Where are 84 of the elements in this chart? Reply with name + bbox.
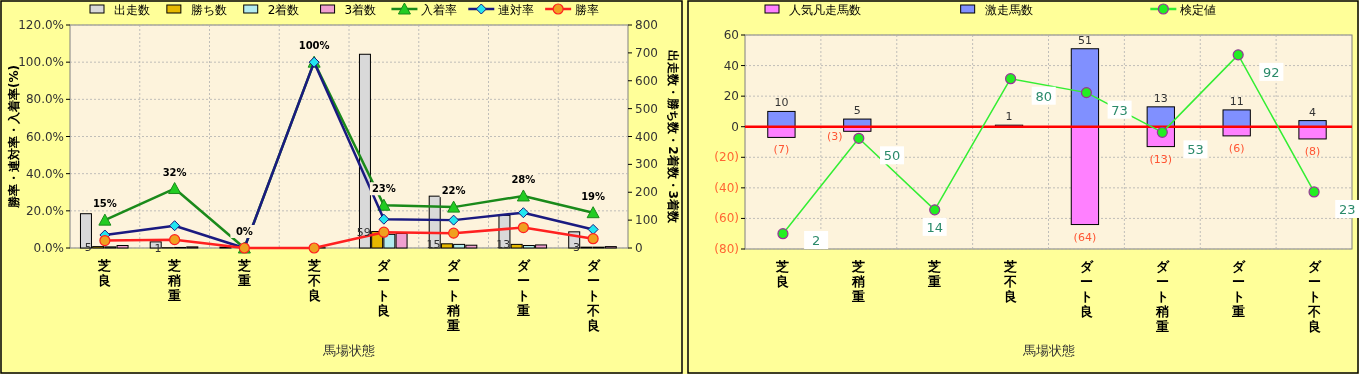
x-tick-label: 芝重 xyxy=(927,259,942,289)
y-tick-label: 120.0% xyxy=(18,18,64,32)
data-label: 22% xyxy=(441,185,466,197)
data-label: (3) xyxy=(827,130,843,144)
y2-tick-label: 500 xyxy=(635,101,658,116)
x-tick-label: ダート重 xyxy=(1230,259,1246,319)
data-label: 13 xyxy=(1153,91,1168,105)
data-label: 80 xyxy=(1035,88,1053,104)
y-tick-label: 40.0% xyxy=(25,166,64,181)
legend-label: 2着数 xyxy=(267,3,300,17)
data-label: (13) xyxy=(1149,152,1173,166)
y-tick-label: 20 xyxy=(723,89,739,104)
data-label: 2 xyxy=(811,233,821,248)
y2-tick-label: 600 xyxy=(635,73,658,88)
y-axis-title: 勝率・連対率・入着率(%) xyxy=(7,65,21,209)
y-tick-label: 20.0% xyxy=(25,203,64,218)
data-label: (8) xyxy=(1304,144,1321,158)
data-label: 5 xyxy=(853,104,861,118)
y2-axis-title: 出走数・勝ち数・2着数・3着数 xyxy=(666,50,680,224)
y-tick-label: 0 xyxy=(731,119,739,134)
legend-label: 出走数 xyxy=(114,3,150,17)
x-tick-label: ダート稍重 xyxy=(446,258,462,333)
data-label: (64) xyxy=(1073,230,1097,244)
data-label: (6) xyxy=(1228,141,1245,155)
y2-tick-label: 200 xyxy=(635,185,658,200)
data-label: 15% xyxy=(92,198,117,210)
data-label: (7) xyxy=(773,143,790,157)
data-label: 50 xyxy=(883,148,901,164)
y2-tick-label: 300 xyxy=(635,157,658,172)
legend-label: 勝ち数 xyxy=(190,3,227,17)
data-label: 19% xyxy=(581,190,606,202)
x-tick-label: 芝稍重 xyxy=(851,259,866,304)
y2-tick-label: 700 xyxy=(635,45,658,60)
y-tick-label: 80.0% xyxy=(25,92,64,107)
x-tick-label: ダート良 xyxy=(377,258,392,318)
y2-tick-label: 0 xyxy=(635,241,643,255)
data-label: 92 xyxy=(1263,64,1280,80)
x-tick-label: ダート重 xyxy=(515,258,531,318)
y-tick-label: (80) xyxy=(714,242,739,256)
y-tick-label: 60 xyxy=(723,28,739,42)
x-tick-label: 芝良 xyxy=(97,258,112,288)
data-label: 53 xyxy=(1187,142,1204,158)
x-tick-label: 芝不良 xyxy=(306,258,321,303)
data-label: 32% xyxy=(162,166,187,178)
data-label: 28% xyxy=(511,173,536,185)
data-label: 10 xyxy=(774,96,789,110)
y2-tick-label: 100 xyxy=(635,213,658,228)
legend-label: 人気凡走馬数 xyxy=(789,3,861,17)
legend-label: 3着数 xyxy=(344,3,377,17)
legend-label: 入着率 xyxy=(421,3,458,17)
data-label: 1 xyxy=(1005,110,1013,124)
legend-label: 激走馬数 xyxy=(984,3,1033,17)
data-label: 100% xyxy=(298,40,330,52)
x-tick-label: ダート良 xyxy=(1079,259,1094,319)
data-label: 0% xyxy=(235,226,253,237)
y-tick-label: (20) xyxy=(714,150,739,165)
x-axis-title: 馬場状態 xyxy=(1021,343,1075,358)
data-label: 11 xyxy=(1229,94,1244,108)
x-tick-label: 芝稍重 xyxy=(167,258,182,303)
y-tick-label: 60.0% xyxy=(25,129,64,144)
x-tick-label: ダート不良 xyxy=(585,258,601,333)
x-tick-label: ダート稍重 xyxy=(1154,259,1170,334)
legend-label: 連対率 xyxy=(498,3,535,17)
y2-tick-label: 800 xyxy=(635,18,658,32)
data-label: 73 xyxy=(1111,102,1128,118)
y-tick-label: (60) xyxy=(714,211,739,226)
data-label: 51 xyxy=(1077,33,1092,47)
x-tick-label: ダート不良 xyxy=(1306,259,1322,334)
x-axis-title: 馬場状態 xyxy=(322,343,375,358)
data-label: 23% xyxy=(371,183,396,195)
x-tick-label: 芝不良 xyxy=(1003,259,1018,304)
y-tick-label: 0.0% xyxy=(33,241,64,255)
y-tick-label: 100.0% xyxy=(18,55,64,70)
y2-tick-label: 400 xyxy=(635,129,658,144)
data-label: 3 xyxy=(572,241,580,255)
legend-label: 勝率 xyxy=(575,3,600,17)
data-label: 4 xyxy=(1309,105,1317,119)
x-tick-label: 芝重 xyxy=(236,258,251,288)
y-tick-label: (40) xyxy=(714,180,739,195)
x-tick-label: 芝良 xyxy=(775,259,790,289)
legend-label: 検定値 xyxy=(1180,3,1217,17)
y-tick-label: 40 xyxy=(723,58,739,73)
data-label: 23 xyxy=(1338,201,1356,217)
data-label: 14 xyxy=(926,219,943,235)
